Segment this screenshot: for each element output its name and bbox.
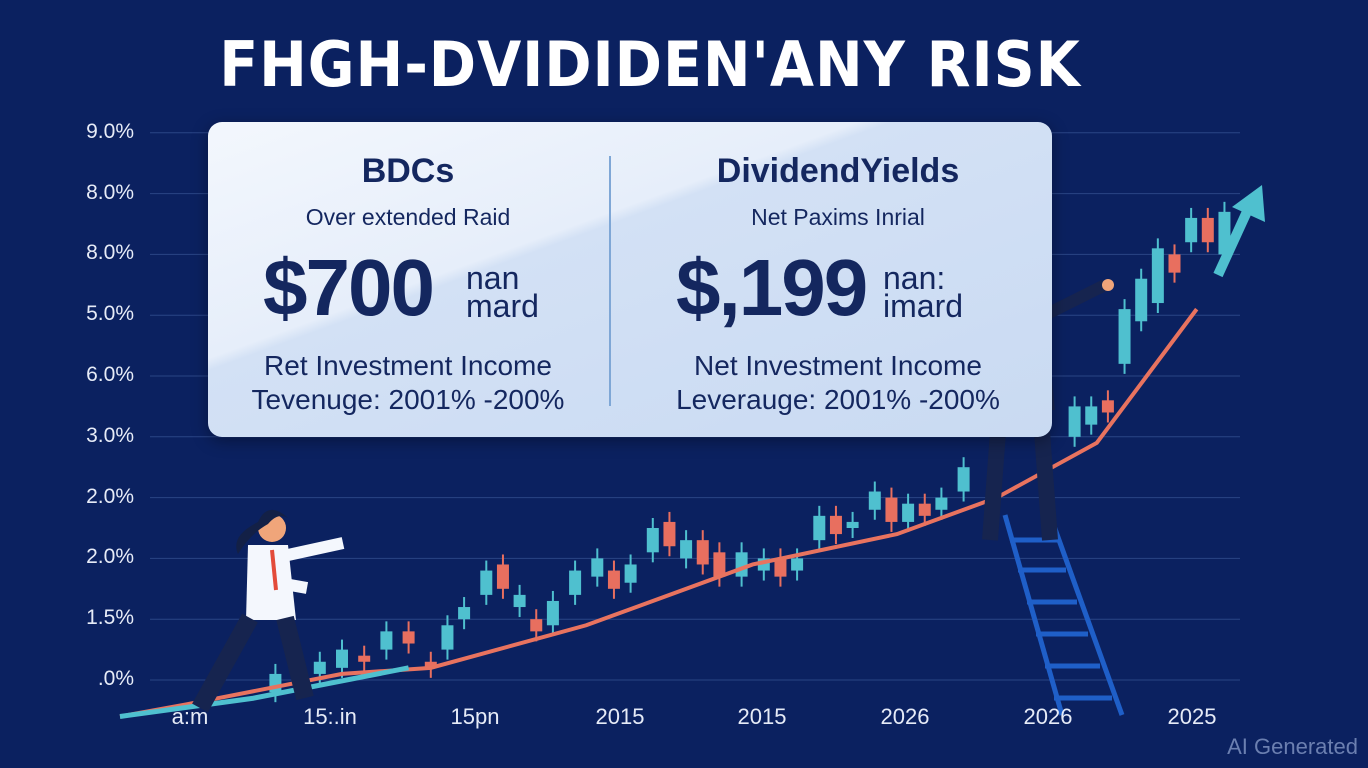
x-tick-label: 2015 (595, 704, 645, 729)
y-tick-label: 5.0% (86, 302, 134, 326)
panel-divider (609, 156, 611, 406)
up-arrow-icon (1213, 185, 1265, 278)
candlestick (1068, 396, 1081, 447)
candlestick (680, 530, 693, 569)
y-tick-label: .0% (97, 667, 134, 690)
dividend-yields-line2: Leverauge: 2001% -200% (676, 384, 1000, 415)
teal-line (119, 665, 410, 719)
candlestick (513, 584, 526, 618)
ai-generated-watermark: AI Generated (1227, 734, 1358, 759)
y-tick-label: 2.0% (86, 484, 134, 508)
candlestick (1118, 299, 1131, 374)
x-tick-label: 2015 (737, 704, 787, 729)
candlestick (607, 560, 620, 599)
candlestick (735, 542, 748, 587)
candlestick (663, 511, 676, 557)
candlestick (380, 621, 393, 660)
candlestick (624, 554, 637, 593)
dividend-yields-big-value: $,199 (676, 243, 868, 332)
candlestick (1135, 268, 1148, 332)
candlestick (1085, 396, 1098, 435)
dividend-yields-unit-line2: imard (883, 288, 964, 324)
y-tick-label: 8.0% (86, 180, 134, 204)
x-tick-label: 2026 (1023, 704, 1073, 729)
x-tick-label: a:m (171, 704, 209, 729)
candlestick (713, 542, 726, 587)
candlestick (424, 651, 437, 678)
page-title: FHGH-DVIDIDEN'ANY RISK (219, 28, 1081, 101)
bdcs-unit-line2: mard (466, 288, 539, 324)
candlestick (829, 505, 842, 545)
ladder-illustration (1002, 514, 1125, 716)
y-tick-label: 8.0% (86, 241, 134, 265)
candlestick (774, 548, 787, 587)
bdcs-unit-line1: nan (466, 260, 520, 296)
candlestick (885, 487, 898, 532)
candlestick (957, 457, 970, 502)
info-card: BDCs Over extended Raid $700 nan mard Re… (208, 122, 1052, 437)
candlestick (918, 493, 931, 526)
candlestick (569, 560, 582, 605)
candlestick (646, 518, 659, 563)
candlestick (696, 530, 709, 575)
bdcs-line1: Ret Investment Income (264, 350, 552, 381)
candlestick (935, 487, 948, 520)
candlestick (458, 597, 471, 630)
candlestick (480, 560, 493, 605)
candlestick (1168, 244, 1181, 283)
dividend-yields-line1: Net Investment Income (694, 350, 982, 381)
dividend-yields-heading: DividendYields (716, 152, 960, 190)
candlestick (846, 511, 859, 538)
x-tick-label: 15pn (450, 704, 500, 729)
bdcs-line2: Tevenuge: 2001% -200% (251, 384, 565, 415)
y-tick-label: 2.0% (86, 545, 134, 569)
candlestick (813, 505, 826, 551)
dividend-yields-unit-line1: nan: (883, 260, 946, 296)
candlestick (868, 481, 881, 520)
candlestick (441, 615, 454, 660)
bdcs-subheading: Over extended Raid (305, 204, 511, 230)
candlestick (530, 609, 543, 642)
candlestick (1185, 207, 1198, 253)
y-tick-label: 1.5% (86, 606, 134, 630)
bdcs-heading: BDCs (361, 152, 455, 190)
y-tick-label: 6.0% (86, 363, 134, 386)
y-tick-label: 3.0% (86, 423, 134, 447)
candlestick (1101, 390, 1114, 423)
candlestick (1151, 238, 1164, 314)
candlestick (591, 548, 604, 587)
candlestick (546, 590, 559, 636)
businesswoman-running-illustration (192, 509, 345, 713)
dividend-yields-subheading: Net Paxims Inrial (751, 204, 925, 230)
x-tick-label: 2026 (880, 704, 930, 729)
candlestick (358, 645, 371, 672)
candlestick (496, 554, 509, 599)
candlestick (402, 621, 415, 654)
bdcs-big-value: $700 (263, 243, 435, 332)
x-tick-label: 15:.in (303, 704, 357, 729)
y-tick-label: 9.0% (86, 119, 134, 143)
candlestick (336, 639, 348, 678)
x-tick-label: 2025 (1167, 704, 1217, 729)
candlestick (1201, 207, 1214, 253)
candlestick (902, 493, 915, 532)
